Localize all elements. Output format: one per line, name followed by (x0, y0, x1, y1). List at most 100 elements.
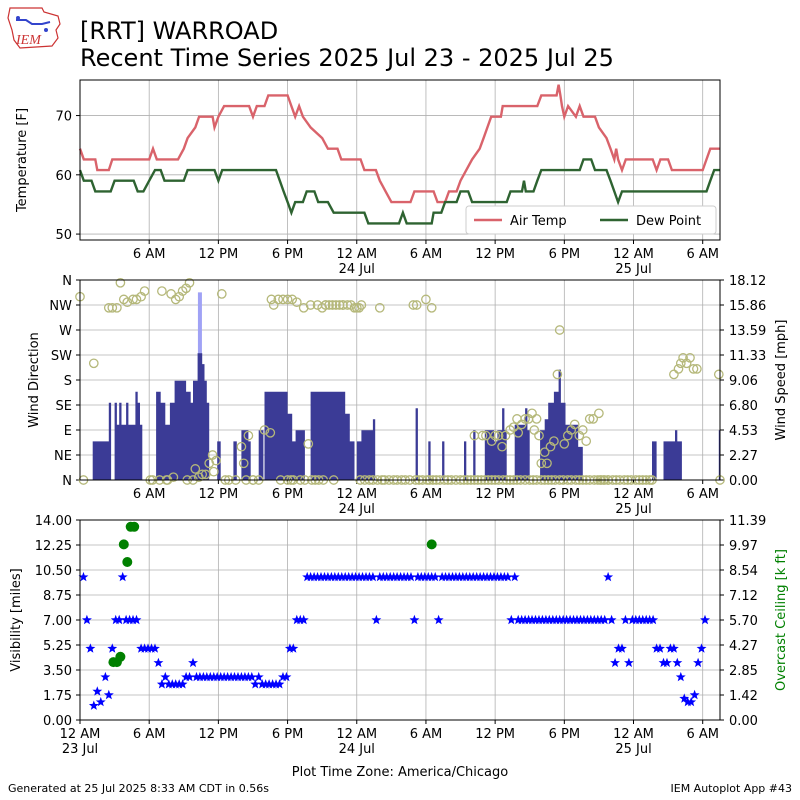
wind-direction-point (115, 277, 126, 288)
wind-direction-point (486, 436, 497, 446)
wind-direction-point (581, 436, 592, 446)
vis-ytick-label: 7.00 (43, 614, 72, 629)
wind-direction-point (190, 464, 201, 474)
vis-ytick-label: 3.50 (43, 664, 72, 679)
temp-xtick-label: 6 PM (549, 247, 580, 262)
visibility-point (624, 657, 634, 668)
wind-xtick-label: 6 AM (410, 487, 443, 502)
wind-direction-point (542, 458, 552, 469)
visibility-point (603, 571, 614, 582)
wind-gust-bar (197, 292, 202, 354)
vis-y2label: Overcast Ceiling [k ft] (774, 549, 789, 691)
wind-direction-point (259, 425, 270, 435)
temp-xtick-label: 6 PM (272, 247, 303, 262)
wind-direction-point (421, 294, 431, 305)
visibility-point (672, 657, 683, 668)
wind-direction-point (265, 427, 276, 438)
legend-air-temp-label: Air Temp (510, 214, 567, 229)
wind-direction-point (351, 302, 362, 313)
visibility-point (599, 614, 610, 625)
wind-direction-point (426, 302, 437, 313)
visibility-point (689, 689, 700, 700)
wind-direction-point (168, 472, 179, 483)
visibility-point (88, 700, 99, 710)
visibility-point (156, 679, 167, 689)
visibility-point (620, 614, 631, 625)
vis-ytick-label: 0.00 (43, 714, 72, 729)
visibility-point (150, 643, 160, 653)
vis-xtick-sublabel: 23 Jul (62, 742, 98, 757)
wind-direction-point (594, 408, 604, 419)
wind-direction-point (534, 430, 544, 441)
generated-note: Generated at 25 Jul 2025 8:33 AM CDT in … (8, 782, 269, 795)
wind-ytick-label: N (62, 474, 72, 489)
wind-direction-point (282, 294, 293, 305)
wind-y2tick-label: 2.27 (729, 449, 758, 464)
wind-y2tick-label: 13.59 (729, 324, 766, 339)
temp-xtick-sublabel: 25 Jul (615, 262, 651, 277)
wind-direction-point (331, 300, 341, 310)
visibility-point (686, 696, 697, 707)
wind-xtick-label: 12 PM (199, 487, 239, 502)
wind-direction-point (549, 436, 559, 446)
wind-direction-point (303, 439, 314, 449)
temp-ytick-label: 50 (55, 228, 72, 243)
wind-direction-point (688, 364, 699, 374)
visibility-point (188, 657, 198, 668)
wind-direction-point (122, 297, 133, 308)
wind-xtick-label: 6 AM (133, 487, 166, 502)
visibility-point (696, 643, 707, 653)
wind-direction-point (529, 425, 540, 435)
visibility-point (409, 614, 420, 625)
visibility-point (100, 671, 111, 682)
wind-direction-point (181, 283, 191, 294)
visibility-point (693, 657, 703, 668)
temp-xtick-sublabel: 24 Jul (339, 262, 375, 277)
visibility-point (606, 614, 617, 625)
visibility-point (117, 571, 128, 582)
wind-xtick-label: 12 AM (613, 487, 654, 502)
wind-direction-point (327, 300, 338, 310)
wind-direction-point (88, 358, 99, 369)
temp-ytick-label: 70 (55, 110, 72, 125)
wind-direction-point (513, 427, 524, 438)
visibility-point (610, 657, 620, 668)
wind-direction-point (477, 430, 488, 441)
visibility-point (433, 614, 444, 625)
vis-y2tick-label: 5.70 (729, 614, 758, 629)
wind-xtick-sublabel: 25 Jul (615, 502, 651, 517)
wind-direction-point (184, 277, 195, 288)
wind-direction-point (577, 425, 588, 435)
wind-direction-point (536, 458, 547, 469)
legend-dew-point-label: Dew Point (636, 214, 701, 229)
wind-ytick-label: SE (56, 399, 72, 414)
wind-y2tick-label: 11.33 (729, 349, 766, 364)
wind-direction-point (166, 289, 176, 299)
wind-direction-point (291, 297, 302, 308)
wind-direction-point (539, 447, 550, 458)
vis-ytick-label: 12.25 (35, 539, 72, 554)
ceiling-point (122, 557, 133, 567)
visibility-point (679, 693, 690, 703)
visibility-point (617, 643, 627, 653)
wind-direction-point (107, 302, 118, 313)
visibility-point (103, 689, 114, 700)
wind-direction-point (531, 414, 542, 424)
visibility-point (430, 571, 441, 582)
visibility-point (700, 614, 710, 625)
visibility-point (160, 671, 171, 682)
wind-direction-point (692, 364, 702, 374)
vis-frame (79, 519, 721, 721)
temp-xtick-label: 12 PM (199, 247, 239, 262)
page-title: [RRT] WARROAD (80, 17, 279, 45)
vis-y2tick-label: 2.85 (729, 664, 758, 679)
wind-direction-point (266, 294, 277, 305)
wind-direction-point (554, 325, 565, 335)
vis-xtick-label: 12 AM (613, 727, 654, 742)
wind-xtick-label: 12 PM (475, 487, 515, 502)
temp-xtick-label: 12 AM (336, 247, 377, 262)
wind-y2tick-label: 0.00 (729, 474, 758, 489)
wind-ylabel: Wind Direction (27, 332, 42, 428)
ceiling-point (426, 539, 437, 550)
